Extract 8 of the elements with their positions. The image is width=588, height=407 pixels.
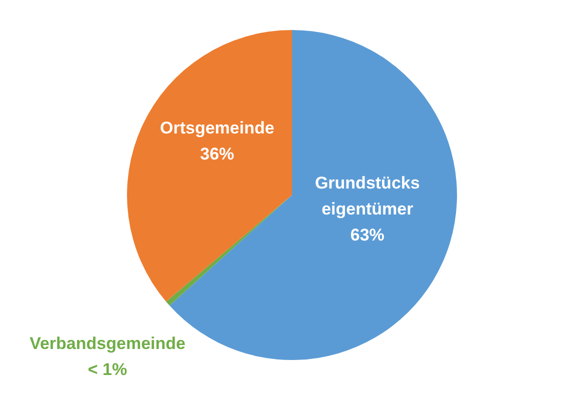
pie-slice (166, 195, 292, 306)
pie-slice (127, 30, 292, 302)
data-label: 36% (200, 144, 234, 163)
slice-label: Verbandsgemeinde (30, 334, 186, 353)
slice-label: Ortsgemeinde (160, 118, 274, 137)
slice-label: Grundstücks eigentümer (314, 173, 420, 218)
data-label: < 1% (88, 360, 128, 379)
data-label: 63% (350, 225, 384, 244)
